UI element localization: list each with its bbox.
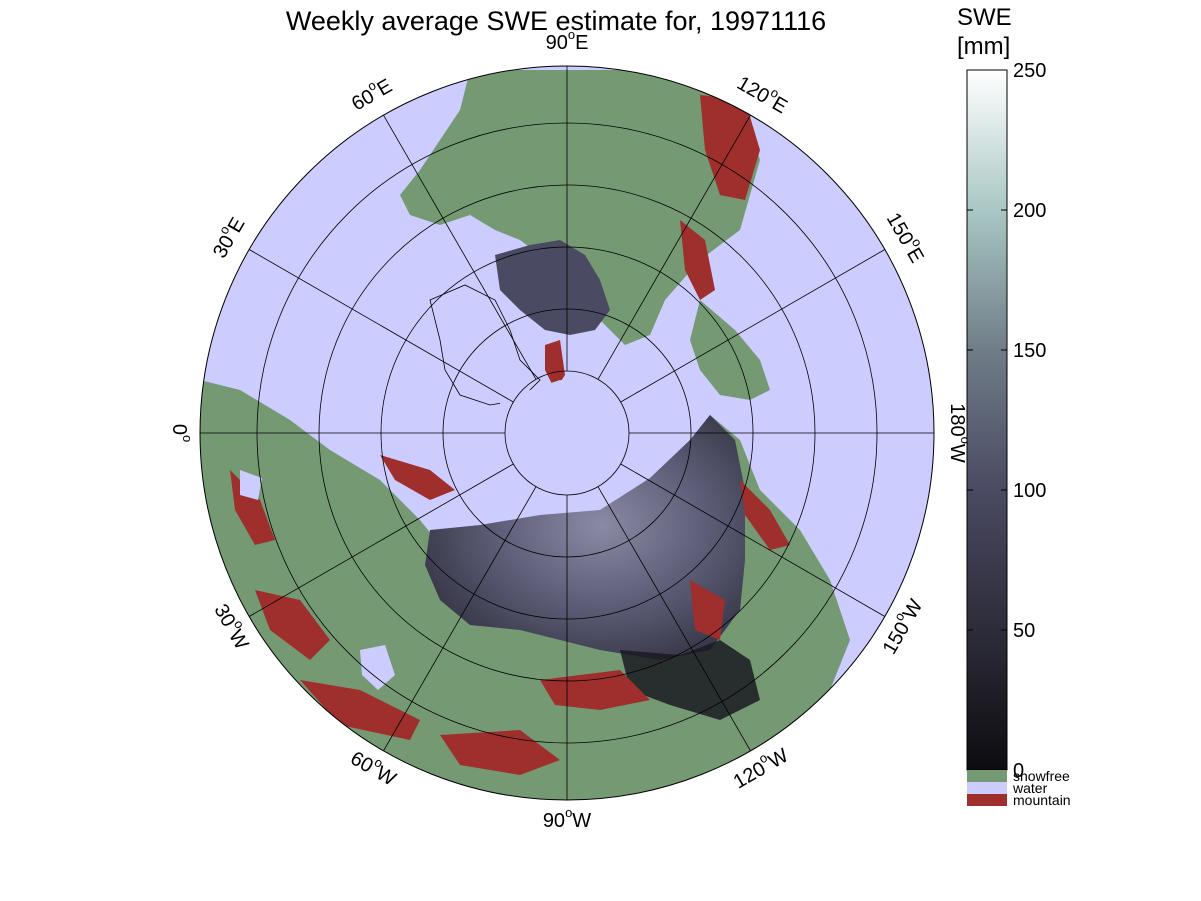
degree-symbol: o (958, 437, 973, 444)
meridian-degree: 30 (209, 232, 239, 262)
category-label: water (1012, 780, 1048, 796)
meridian-degree: 180 (946, 403, 968, 436)
polar-map: 90oW120oW150oW180oW150oE120oE90oE60oE30o… (168, 27, 973, 832)
meridian-line (248, 249, 514, 403)
meridian-label: 30oE (205, 212, 250, 263)
meridian-hemisphere: W (224, 626, 253, 653)
meridian-label: 60oE (346, 71, 397, 116)
map-border (199, 65, 935, 801)
colorbar-heading-swe: SWE (957, 4, 1012, 31)
category-label: mountain (1013, 792, 1071, 808)
degree-symbol: o (565, 805, 572, 820)
eurasia-snowcover (425, 415, 745, 660)
category-swatch (967, 770, 1007, 782)
inland-water (360, 645, 395, 690)
colorbar-tick-label: 100 (1013, 480, 1046, 502)
meridian-label-text: 60oE (346, 71, 397, 116)
arctic-islands (495, 240, 610, 335)
meridian-line (383, 486, 537, 752)
meridian-hemisphere: E (575, 32, 588, 54)
colorbar-heading-unit: [mm] (957, 33, 1010, 60)
mountain-patches (230, 95, 790, 775)
meridian-label: 0o (168, 424, 195, 442)
category-label: snowfree (1013, 768, 1070, 784)
colorbar-tick-label: 150 (1013, 340, 1046, 362)
inland-water-2 (240, 470, 262, 500)
meridian-label-text: 180oW (946, 403, 973, 463)
meridian-degree: 90 (546, 32, 568, 54)
colorbar-tick-label: 250 (1013, 60, 1046, 82)
map-title: Weekly average SWE estimate for, 1997111… (286, 6, 826, 36)
meridian-line (248, 463, 514, 617)
graticule (200, 66, 934, 800)
meridian-line (620, 249, 886, 403)
meridian-line (383, 114, 537, 380)
meridian-line (620, 463, 886, 617)
meridian-degree: 60 (346, 748, 376, 778)
meridian-line (597, 486, 751, 752)
colorbar-tick-label: 0 (1013, 760, 1024, 782)
colorbar-tick-label: 200 (1013, 200, 1046, 222)
meridian-line (597, 114, 751, 380)
meridian-hemisphere: W (946, 444, 968, 463)
north-america-landmass (400, 70, 760, 345)
colorbar-tick-label: 50 (1013, 620, 1035, 642)
degree-symbol: o (180, 435, 195, 442)
arctic-ocean-center (500, 380, 640, 495)
meridian-label: 180oW (946, 403, 973, 463)
meridian-degree: 150 (879, 619, 915, 659)
meridian-label: 90oE (546, 27, 589, 54)
swe-gradient-bar (966, 69, 1008, 771)
colorbar: SWE [mm] 0 50 100 150 200 250 snowfreewatermo… (957, 4, 1071, 808)
meridian-label-text: 30oE (205, 212, 250, 263)
category-swatch (967, 794, 1007, 806)
meridian-degree: 0 (168, 424, 190, 435)
alaska (690, 300, 770, 400)
meridian-label-text: 90oE (546, 27, 589, 54)
meridian-hemisphere: E (374, 75, 397, 101)
meridian-degree: 120 (733, 72, 773, 108)
degree-symbol: o (568, 27, 575, 42)
meridian-hemisphere: W (572, 810, 591, 832)
meridian-label-text: 90oW (543, 805, 591, 832)
meridian-label-text: 0o (168, 424, 195, 442)
land-layer (200, 70, 850, 800)
category-swatch (967, 782, 1007, 794)
meridian-degree: 90 (543, 810, 565, 832)
meridian-label: 90oW (543, 805, 591, 832)
meridian-hemisphere: E (902, 244, 928, 267)
meridian-hemisphere: W (765, 745, 792, 774)
